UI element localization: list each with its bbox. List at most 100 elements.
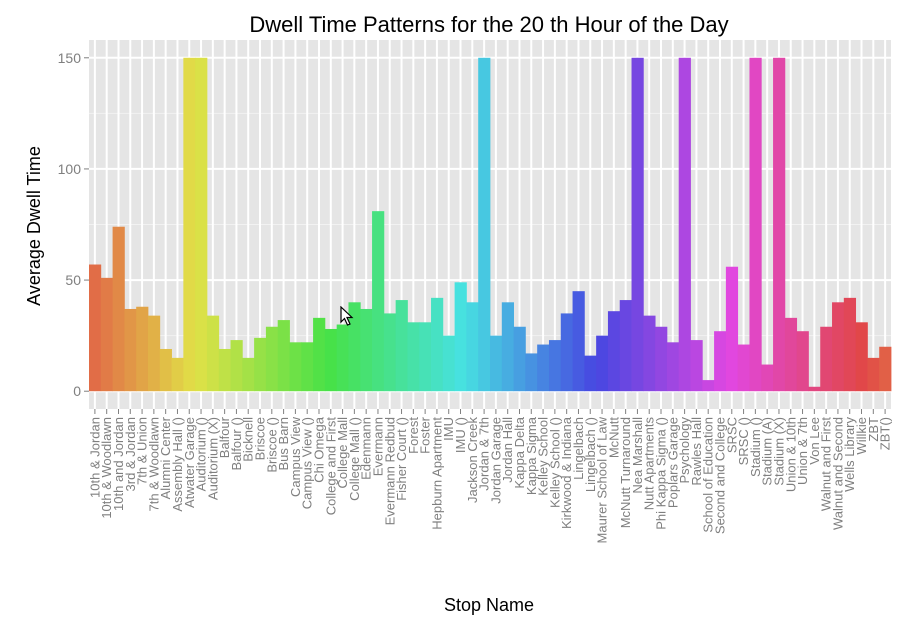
x-tick-label: Evermann bbox=[370, 417, 385, 476]
x-tick-label: Walnut and Second bbox=[830, 417, 845, 530]
bar-35 bbox=[501, 302, 514, 392]
bar-38 bbox=[537, 344, 550, 392]
bar-65 bbox=[855, 322, 868, 392]
x-tick-label: IMU bbox=[441, 417, 456, 441]
y-tick-label: 50 bbox=[65, 272, 81, 288]
x-tick-label: Lingelbach () bbox=[583, 417, 598, 492]
bar-45 bbox=[619, 300, 632, 392]
bar-61 bbox=[808, 386, 821, 392]
x-tick-label: McNutt bbox=[606, 417, 621, 459]
x-tick-label: Stadium (A) bbox=[760, 417, 775, 486]
x-tick-label: Bus Barn bbox=[276, 417, 291, 470]
bars-layer bbox=[89, 57, 892, 392]
bar-41 bbox=[572, 291, 585, 392]
x-axis-title: Stop Name bbox=[444, 595, 534, 615]
y-axis-title: Average Dwell Time bbox=[24, 146, 44, 306]
x-tick-label: 10th and Jordan bbox=[111, 417, 126, 511]
bar-52 bbox=[702, 380, 715, 392]
x-tick-label: Foster bbox=[418, 416, 433, 454]
x-tick-label: Stadium (X) bbox=[771, 417, 786, 486]
x-tick-label: SRSC bbox=[724, 417, 739, 453]
bar-23 bbox=[360, 308, 373, 392]
x-tick-label: Chi Omega bbox=[311, 416, 326, 483]
bar-6 bbox=[159, 348, 172, 392]
x-tick-label: Lingelbach bbox=[571, 417, 586, 480]
x-tick-label: Evermann Redbud bbox=[382, 417, 397, 525]
bar-17 bbox=[289, 342, 302, 392]
bar-59 bbox=[784, 317, 798, 392]
bar-13 bbox=[242, 357, 255, 392]
x-tick-label: Union & 7th bbox=[795, 417, 810, 485]
x-tick-label: Von Lee bbox=[807, 417, 822, 465]
x-tick-label: College and First bbox=[323, 417, 338, 516]
bar-27 bbox=[407, 322, 420, 392]
x-tick-label: Nutt Apartments bbox=[642, 417, 657, 511]
bar-4 bbox=[136, 306, 149, 392]
x-tick-label: Campus View () bbox=[300, 417, 315, 509]
bar-0 bbox=[89, 264, 102, 392]
bar-10 bbox=[206, 315, 220, 392]
bar-53 bbox=[714, 331, 727, 392]
bar-3 bbox=[124, 308, 137, 392]
x-tick-label: Bicknell bbox=[241, 417, 256, 462]
x-tick-label: Second and College bbox=[712, 417, 727, 534]
bar-56 bbox=[749, 57, 762, 392]
bar-16 bbox=[277, 320, 290, 392]
x-tick-label: 3rd & Jordan bbox=[123, 417, 138, 491]
x-tick-label: Balfour bbox=[217, 416, 232, 458]
x-tick-label: Jordan Hall bbox=[500, 417, 515, 483]
x-tick-label: Auditorium (X) bbox=[205, 417, 220, 500]
x-tick-label: McNutt Turnaround bbox=[618, 417, 633, 528]
chart-title: Dwell Time Patterns for the 20 th Hour o… bbox=[249, 12, 728, 37]
bar-33 bbox=[478, 57, 491, 392]
bar-39 bbox=[548, 340, 562, 392]
x-tick-label: Hepburn Apartment bbox=[429, 417, 444, 530]
x-tick-label: Psychology bbox=[677, 417, 692, 484]
bar-62 bbox=[820, 326, 833, 392]
x-tick-label: Alumni Center bbox=[158, 416, 173, 499]
bar-51 bbox=[690, 340, 703, 392]
x-tick-label: SRSC () bbox=[736, 417, 751, 465]
bar-29 bbox=[431, 297, 444, 392]
bar-66 bbox=[867, 357, 880, 392]
bar-21 bbox=[336, 324, 349, 392]
x-tick-label: Kelley School bbox=[536, 417, 551, 496]
bar-2 bbox=[112, 226, 125, 392]
bar-18 bbox=[301, 342, 314, 392]
bar-14 bbox=[254, 337, 267, 392]
x-tick-label: Union & 10th bbox=[783, 417, 798, 492]
bar-55 bbox=[737, 344, 750, 392]
y-tick-label: 100 bbox=[58, 161, 82, 177]
x-tick-label: ZBT bbox=[866, 417, 881, 442]
bar-58 bbox=[773, 57, 786, 392]
bar-28 bbox=[419, 322, 432, 392]
x-tick-label: Maurer School of Law bbox=[595, 416, 610, 543]
x-tick-label: Kelley School () bbox=[547, 417, 562, 508]
x-tick-label: Campus View bbox=[288, 416, 303, 497]
y-tick-label: 150 bbox=[58, 50, 82, 66]
x-tick-label: Rawles Hall bbox=[689, 417, 704, 486]
bar-36 bbox=[513, 326, 526, 392]
bar-60 bbox=[796, 331, 809, 392]
bar-26 bbox=[395, 300, 408, 392]
x-tick-label: Balfour () bbox=[229, 417, 244, 470]
x-tick-label: Briscoe () bbox=[264, 417, 279, 473]
bar-31 bbox=[454, 282, 467, 392]
bar-32 bbox=[466, 302, 479, 392]
x-tick-label: 7th & Woodlawn bbox=[146, 417, 161, 511]
bar-20 bbox=[324, 328, 338, 392]
x-tick-label: Forest bbox=[406, 417, 421, 454]
bar-15 bbox=[265, 326, 279, 392]
bar-30 bbox=[442, 335, 456, 392]
bar-11 bbox=[218, 348, 231, 392]
mouse-pointer-icon bbox=[340, 306, 354, 326]
bar-50 bbox=[678, 57, 691, 392]
x-tick-label: Willkie bbox=[854, 417, 869, 455]
x-tick-label: Jordan & 7th bbox=[477, 417, 492, 491]
bar-44 bbox=[607, 311, 621, 392]
bar-49 bbox=[666, 342, 680, 392]
x-tick-label: 7th & Union bbox=[135, 417, 150, 485]
x-tick-label: Phi Kappa Sigma () bbox=[654, 417, 669, 530]
x-tick-label: Nea Marshall bbox=[630, 417, 645, 494]
